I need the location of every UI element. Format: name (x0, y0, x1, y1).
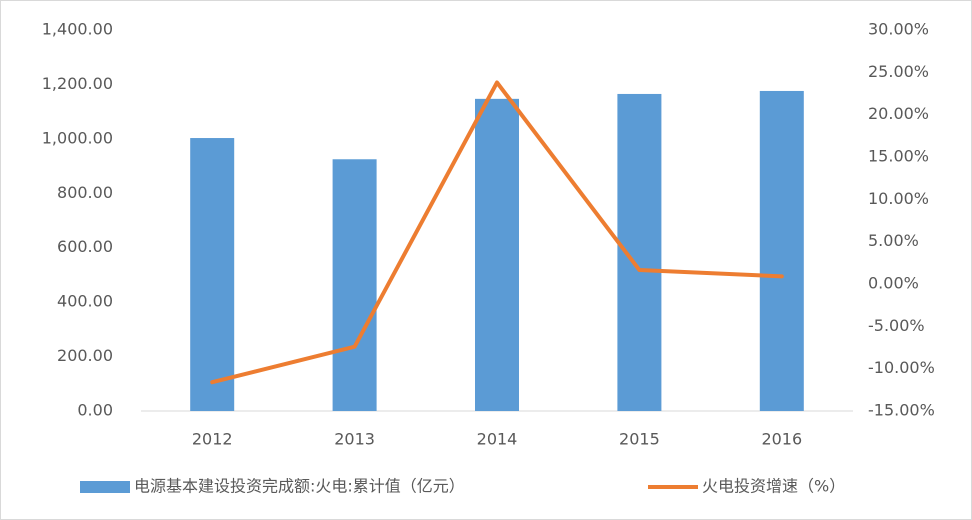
y2-tick-label: -5.00% (868, 316, 925, 335)
legend-label: 电源基本建设投资完成额:火电:累计值（亿元） (134, 477, 465, 496)
x-tick-label: 2013 (334, 430, 375, 449)
y-tick-label: 600.00 (57, 237, 113, 256)
y2-tick-label: 20.00% (868, 104, 929, 123)
bar (190, 138, 235, 411)
y2-tick-label: 25.00% (868, 62, 929, 81)
y-tick-label: 1,400.00 (42, 20, 113, 39)
line-series (210, 80, 784, 385)
x-tick-label: 2014 (477, 430, 518, 449)
y-tick-label: 400.00 (57, 292, 113, 311)
y-tick-label: 800.00 (57, 183, 113, 202)
y2-tick-label: -15.00% (868, 401, 935, 420)
y2-tick-label: 10.00% (868, 189, 929, 208)
x-tick-label: 2016 (761, 430, 802, 449)
y-tick-label: 200.00 (57, 346, 113, 365)
y2-tick-label: 0.00% (868, 274, 919, 293)
y-tick-label: 1,000.00 (42, 128, 113, 147)
legend-label: 火电投资增速（%） (702, 477, 845, 496)
y-tick-label: 1,200.00 (42, 74, 113, 93)
x-tick-label: 2012 (192, 430, 233, 449)
y2-tick-label: 15.00% (868, 147, 929, 166)
y2-tick-label: 30.00% (868, 20, 929, 39)
x-tick-label: 2015 (619, 430, 660, 449)
bar (475, 98, 519, 411)
y-tick-label: 0.00 (77, 401, 113, 420)
legend-swatch (80, 481, 130, 493)
bar (332, 159, 377, 411)
y2-tick-label: -10.00% (868, 358, 935, 377)
y2-tick-label: 5.00% (868, 231, 919, 250)
bar (759, 90, 804, 412)
